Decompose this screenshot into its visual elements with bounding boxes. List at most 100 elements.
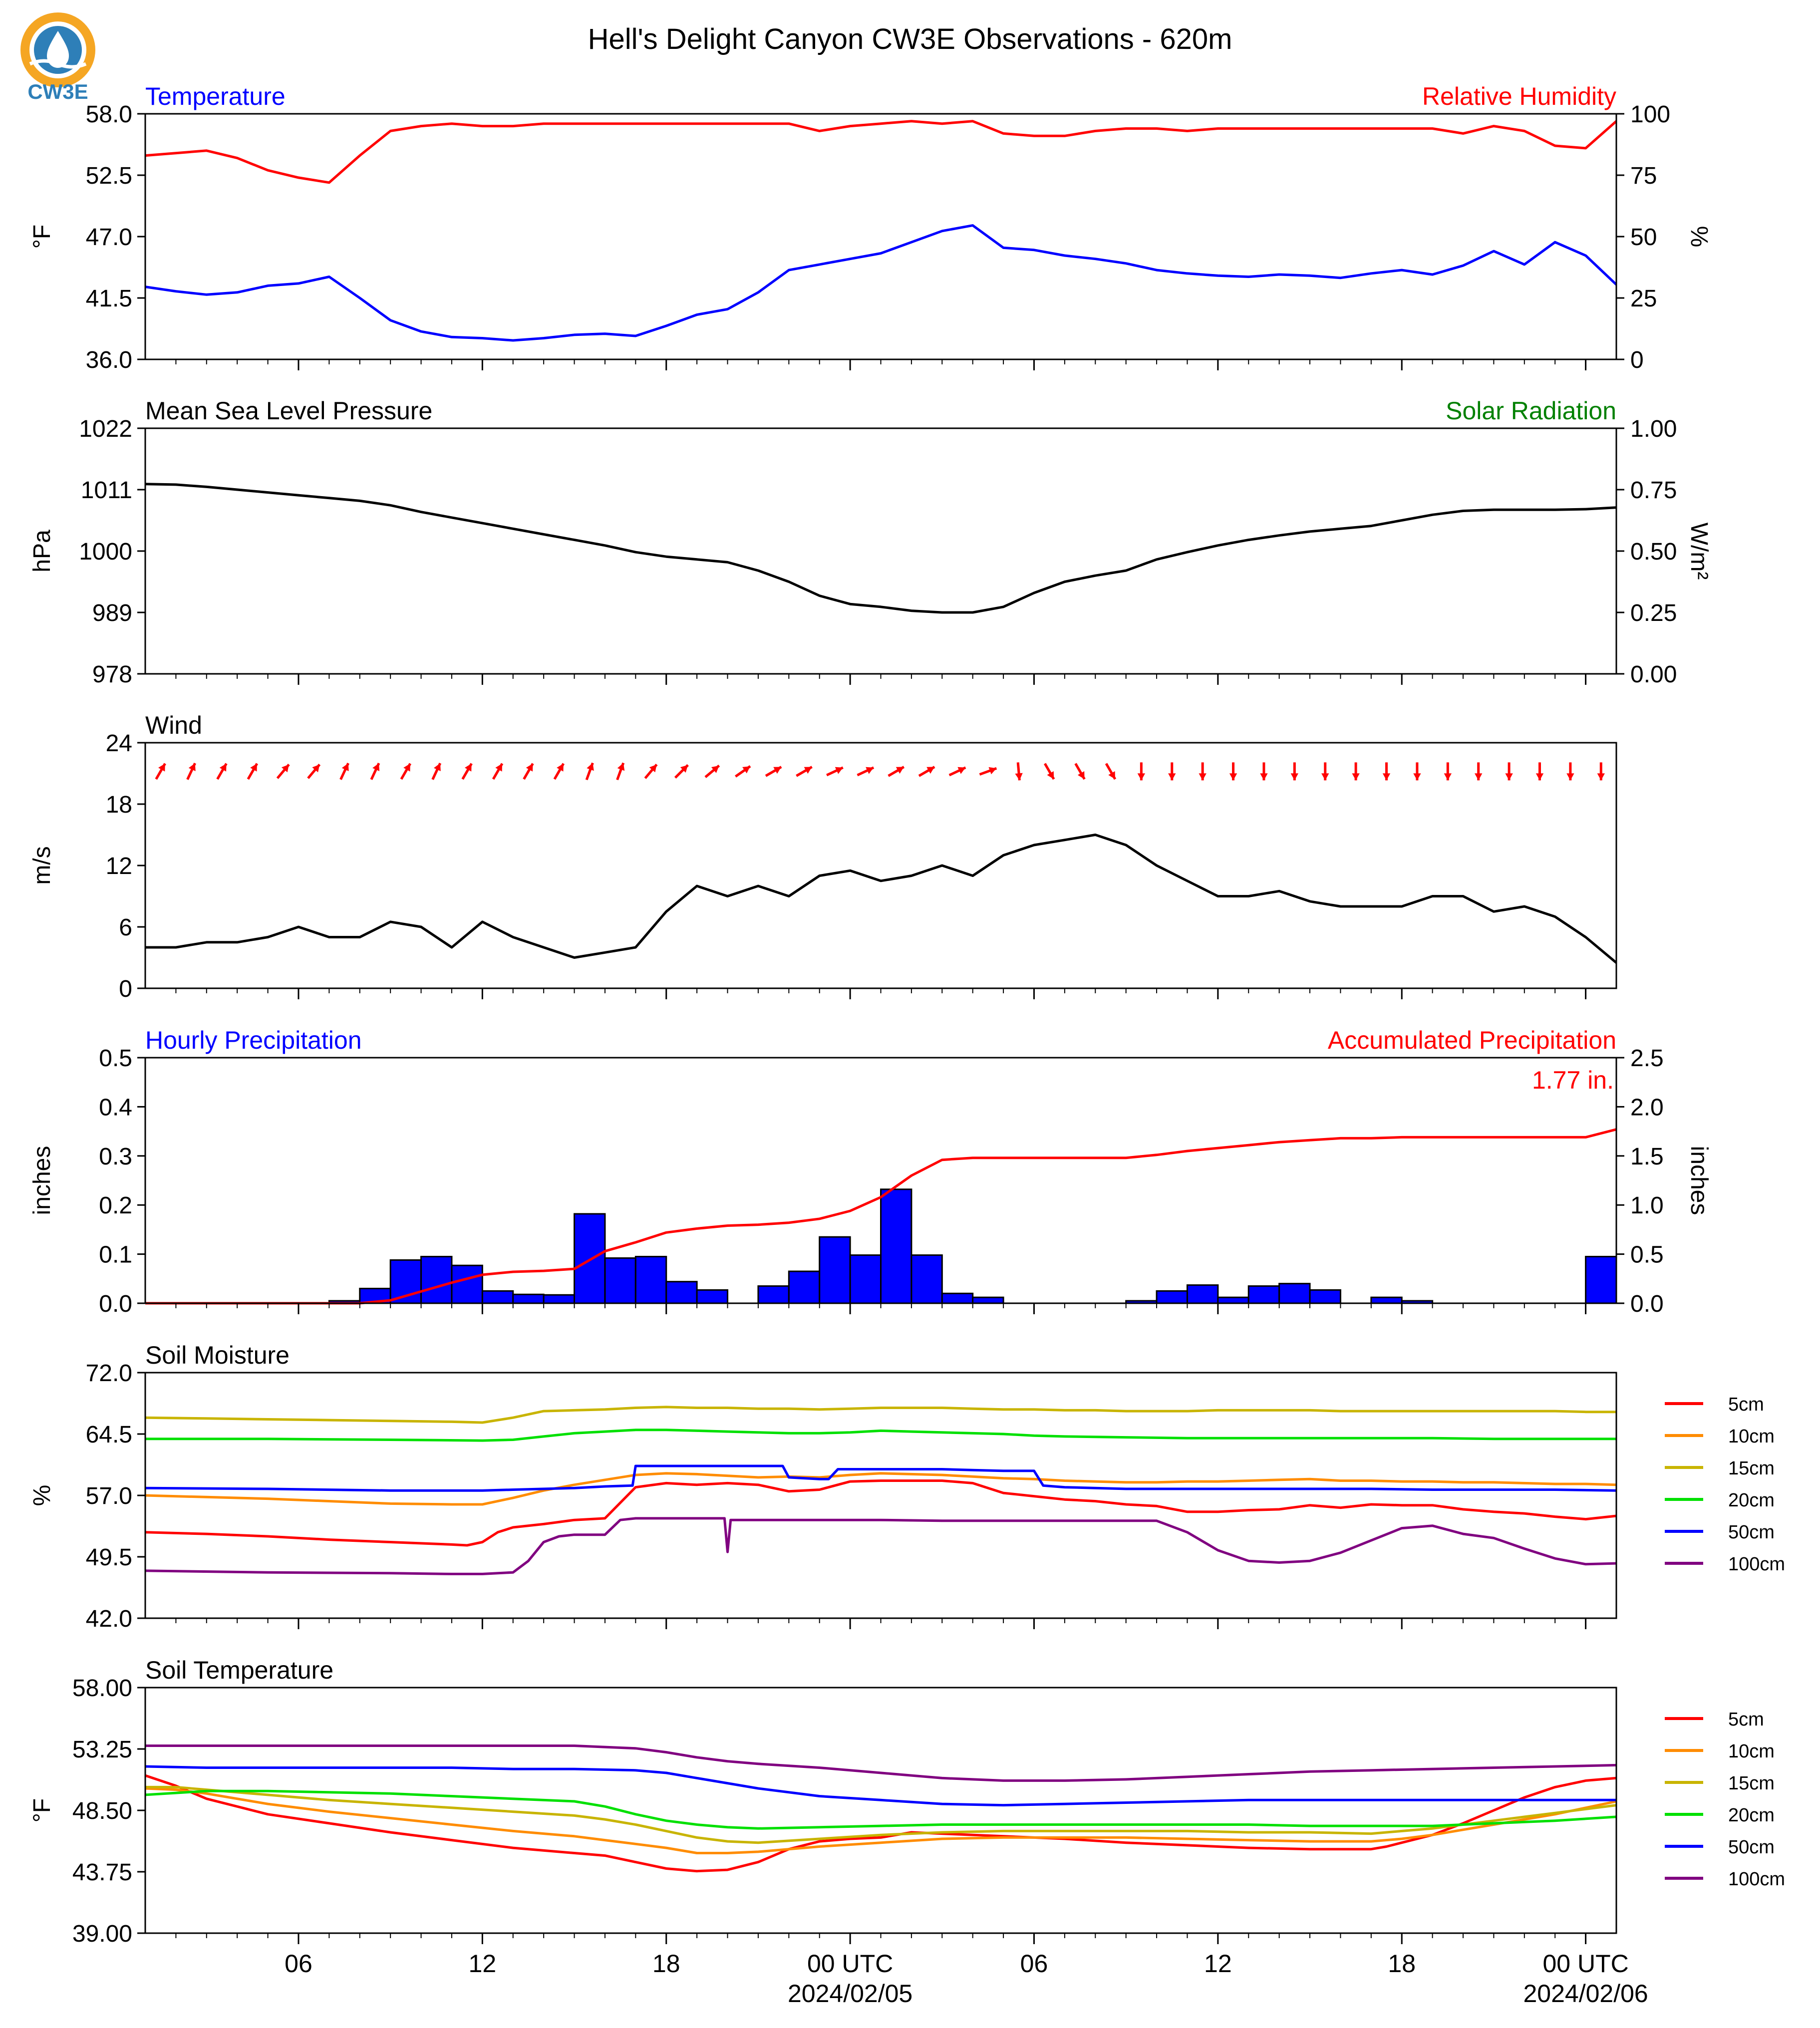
legend-label: 5cm: [1728, 1709, 1764, 1730]
wind-arrow: [523, 763, 534, 780]
logo-text: CW3E: [27, 80, 88, 103]
wind-arrow-head: [957, 767, 966, 774]
legend-label: 15cm: [1728, 1773, 1775, 1794]
wind-arrow-head: [866, 767, 874, 774]
wind-arrow: [1044, 763, 1055, 780]
wind-arrow-head: [680, 765, 688, 773]
wind-arrow-head: [988, 767, 997, 775]
wind-arrow: [1015, 762, 1023, 781]
y-axis-label: inches: [29, 1146, 55, 1215]
precip-bar: [696, 1289, 729, 1304]
precip-bar: [543, 1294, 576, 1304]
x-tick-label: 18: [1388, 1950, 1416, 1978]
precip-bar: [574, 1213, 606, 1304]
panel-wind: Wind 0 6 12 18 24 m/s: [29, 711, 1617, 1002]
y-tick-label: 978: [92, 661, 132, 688]
wind-arrow: [1475, 762, 1483, 781]
precip-bar: [910, 1254, 943, 1304]
y-axis-label-right: W/m²: [1686, 523, 1712, 580]
legend-label: 15cm: [1728, 1458, 1775, 1479]
wind-arrow: [1597, 762, 1605, 781]
precip-bar: [512, 1293, 545, 1304]
wind-arrow-head: [403, 763, 410, 772]
precip-bar: [941, 1292, 974, 1304]
wind-arrow: [492, 763, 504, 780]
precip-bar: [1156, 1290, 1188, 1304]
wind-arrow: [307, 764, 321, 779]
panel-title-left: Wind: [145, 711, 202, 739]
wind-arrow: [1168, 762, 1176, 781]
wind-arrow: [616, 762, 625, 781]
y-axis-label: %: [29, 1485, 55, 1506]
logo-wave: [29, 59, 87, 69]
y-tick-label: 36.0: [86, 347, 132, 373]
wind-arrow: [826, 766, 844, 777]
series-line-10cm: [145, 1787, 1617, 1854]
panel-title-left: Soil Moisture: [145, 1341, 290, 1369]
wind-arrow: [1352, 762, 1360, 781]
y-axis-label-right: %: [1686, 226, 1712, 248]
panel-title-right: Solar Radiation: [1446, 397, 1616, 425]
wind-arrow-head: [1505, 773, 1513, 781]
x-tick-label: 18: [652, 1950, 680, 1978]
y-tick-label: 47.0: [86, 224, 132, 251]
series-line-mean-sea-level-pressure: [145, 483, 1617, 614]
legend-label: 10cm: [1728, 1741, 1775, 1762]
wind-arrow: [400, 763, 412, 780]
wind-arrow-head: [557, 763, 564, 772]
precip-bar: [420, 1256, 453, 1304]
wind-arrow: [1105, 763, 1117, 780]
x-tick-label: 06: [285, 1950, 312, 1978]
wind-arrow-head: [1352, 773, 1360, 781]
y-tick-label: 0.0: [99, 1291, 132, 1317]
y-tick-label: 52.5: [86, 163, 132, 189]
wind-arrow-head: [1321, 773, 1329, 781]
x-tick-label: 00 UTC: [1542, 1950, 1628, 1978]
y-tick-label-right: 0.00: [1630, 661, 1677, 688]
wind-arrow-head: [1168, 773, 1176, 781]
wind-arrow: [1199, 762, 1207, 781]
legend-label: 10cm: [1728, 1426, 1775, 1447]
panel-title-right: Accumulated Precipitation: [1328, 1026, 1616, 1054]
series-line-temperature: [145, 224, 1617, 342]
y-tick-label-right: 25: [1630, 286, 1657, 312]
wind-arrow: [276, 764, 290, 779]
wind-arrow-head: [926, 767, 935, 774]
y-tick-label-right: 0.25: [1630, 600, 1677, 626]
y-tick-label: 72.0: [86, 1360, 132, 1387]
precip-bar: [665, 1281, 698, 1304]
series-line-100cm: [145, 1517, 1617, 1575]
series-line-relative-humidity: [145, 120, 1617, 184]
wind-arrow-head: [617, 763, 625, 771]
wind-arrow: [339, 763, 349, 780]
y-tick-label-right: 1.0: [1630, 1192, 1664, 1219]
panel-title-left: Temperature: [145, 82, 286, 110]
wind-arrow-head: [433, 763, 441, 772]
wind-arrow-head: [1260, 773, 1268, 781]
wind-arrow: [1260, 762, 1268, 781]
y-tick-label: 0: [119, 976, 132, 1002]
wind-arrow-head: [1137, 773, 1146, 781]
precip-bar: [972, 1296, 1004, 1304]
y-tick-label: 42.0: [86, 1606, 132, 1632]
series-line-20cm: [145, 1789, 1617, 1830]
y-axis-label: °F: [29, 225, 55, 249]
wind-arrow: [1444, 762, 1452, 781]
x-tick-label: 06: [1020, 1950, 1048, 1978]
panel-title-right: Relative Humidity: [1422, 82, 1616, 110]
precip-total-annotation: 1.77 in.: [1532, 1066, 1614, 1094]
x-tick-label: 00 UTC: [807, 1950, 893, 1978]
y-tick-label: 24: [106, 730, 132, 757]
wind-arrow-head: [464, 763, 472, 772]
wind-arrow: [553, 763, 565, 780]
wind-arrow-head: [1566, 773, 1574, 781]
precip-bar: [1309, 1289, 1341, 1304]
wind-arrow: [674, 764, 689, 779]
series-line-50cm: [145, 1464, 1617, 1492]
panel-temp: Temperature Relative Humidity 36.0 41.5 47.0…: [29, 82, 1712, 373]
series-line-20cm: [145, 1429, 1616, 1442]
y-axis-label-right: inches: [1686, 1146, 1712, 1215]
y-tick-label: 49.5: [86, 1544, 132, 1571]
series-line-50cm: [145, 1765, 1616, 1807]
x-tick-label: 12: [1204, 1950, 1232, 1978]
